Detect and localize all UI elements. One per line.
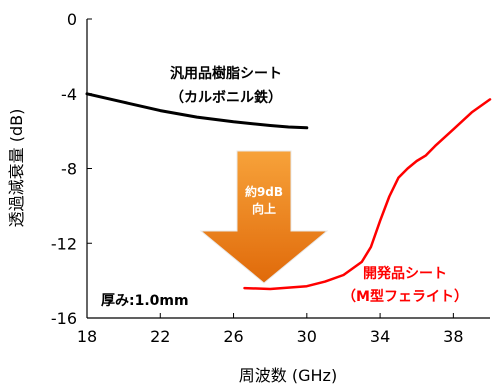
x-tick-label: 22 [150,327,170,346]
x-tick-label: 30 [297,327,317,346]
thickness-label: 厚み:1.0mm [101,293,189,309]
y-axis-title: 透過減衰量 (dB) [7,109,26,228]
black-series-label-line1: 汎用品樹脂シート [170,65,282,82]
improvement-arrow: 約9dB 向上 [199,150,329,284]
y-tick-label: -16 [51,309,77,328]
arrow-text-line2: 向上 [252,201,276,216]
arrow-text-line1: 約9dB [245,184,283,199]
y-tick-label: -8 [61,160,77,179]
x-tick-label: 38 [443,327,463,346]
x-ticks: 18 22 26 30 34 38 [77,313,464,346]
y-tick-label: -12 [51,234,77,253]
black-series-label-line2: （カルボニル鉄） [170,89,282,106]
x-tick-label: 26 [223,327,243,346]
series-line-developed-sheet [243,98,492,291]
y-tick-label: 0 [67,10,77,29]
y-tick-label: -4 [61,85,77,104]
x-axis-title: 周波数 (GHz) [239,366,337,385]
series-line-general-resin [85,92,309,130]
red-series-label-line1: 開発品シート [363,265,447,282]
y-ticks: 0 -4 -8 -12 -16 [51,10,92,328]
x-tick-label: 34 [370,327,390,346]
x-tick-label: 18 [77,327,97,346]
red-series-label-line2: （M型フェライト） [342,288,468,305]
